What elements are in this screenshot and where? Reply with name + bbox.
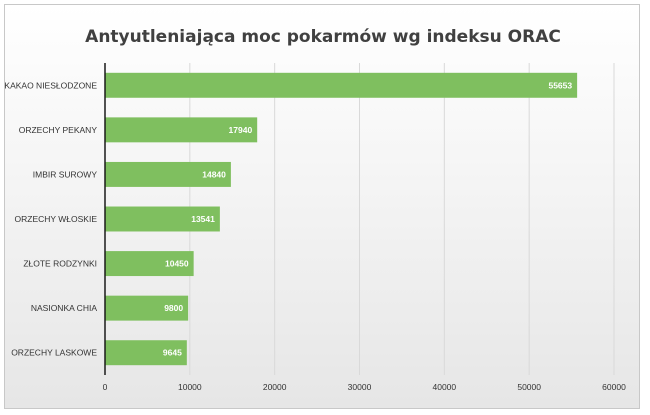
category-label: ORZECHY PEKANY <box>19 125 98 135</box>
x-tick-label: 50000 <box>517 382 541 392</box>
bar-chart: 55653 KAKAO NIESŁODZONE 17940 ORZECHY PEKAN… <box>5 63 626 392</box>
bar <box>105 206 220 232</box>
bar <box>105 251 194 277</box>
chart-title: Antyutleniająca moc pokarmów wg indeksu … <box>85 27 561 47</box>
x-tick-label: 60000 <box>602 382 626 392</box>
data-label: 14840 <box>202 169 226 179</box>
x-tick-label: 20000 <box>263 382 287 392</box>
category-label: ORZECHY WŁOSKIE <box>15 214 98 224</box>
bar <box>105 340 187 366</box>
category-label: ZŁOTE RODZYNKI <box>23 259 97 269</box>
data-label: 10450 <box>165 259 189 269</box>
category-label: NASIONKA CHIA <box>31 303 97 313</box>
bar <box>105 117 258 143</box>
data-label: 9645 <box>163 348 182 358</box>
x-tick-label: 40000 <box>433 382 457 392</box>
x-tick-label: 10000 <box>178 382 202 392</box>
x-tick-label: 30000 <box>348 382 372 392</box>
bar <box>105 72 578 98</box>
category-label: ORZECHY LASKOWE <box>11 348 97 358</box>
data-label: 55653 <box>548 80 572 90</box>
data-label: 17940 <box>229 125 253 135</box>
data-label: 9800 <box>164 303 183 313</box>
x-tick-label: 0 <box>103 382 108 392</box>
bar <box>105 161 231 187</box>
category-label: KAKAO NIESŁODZONE <box>5 80 97 90</box>
bar <box>105 295 189 321</box>
data-label: 13541 <box>191 214 215 224</box>
category-label: IMBIR SUROWY <box>33 169 98 179</box>
chart-frame: Antyutleniająca moc pokarmów wg indeksu … <box>4 4 640 409</box>
